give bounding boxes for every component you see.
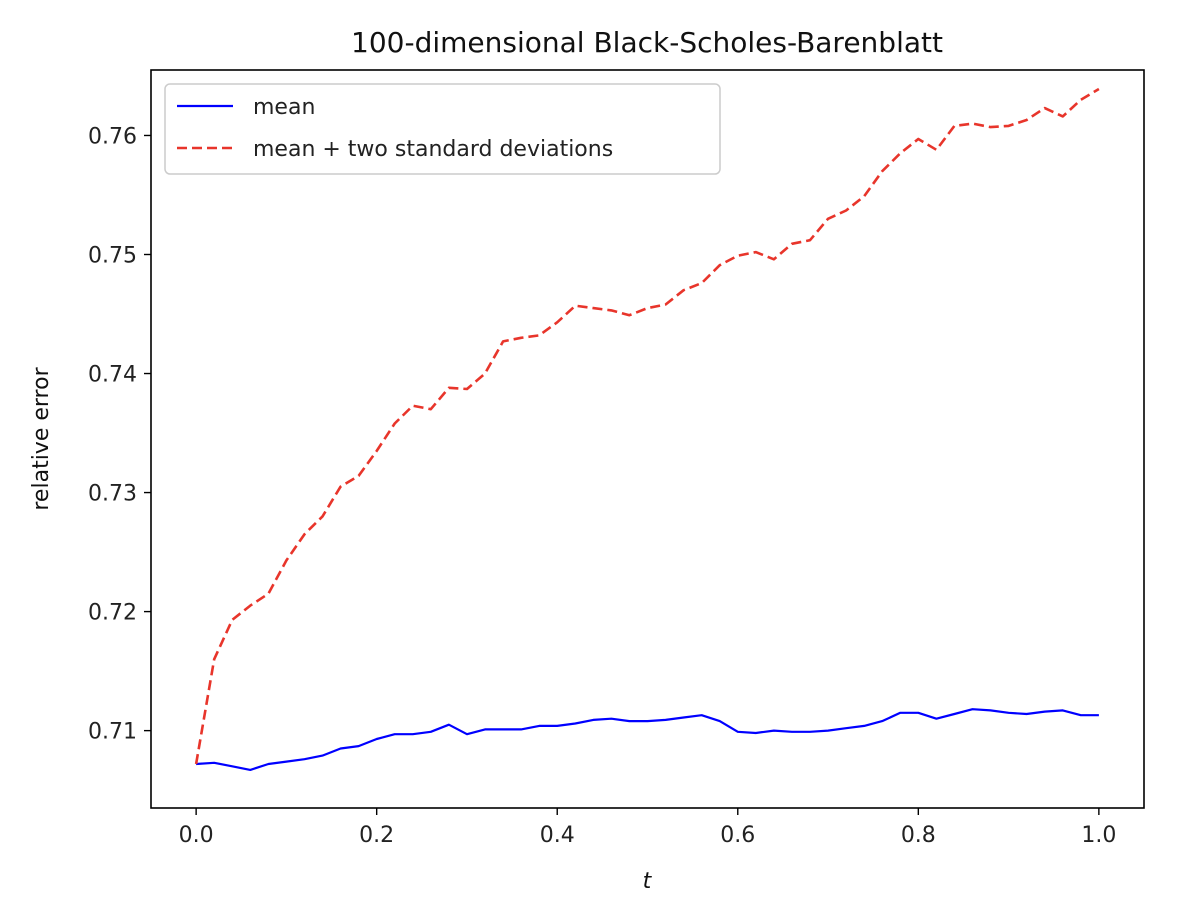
y-tick-label: 0.72 xyxy=(88,601,137,626)
x-tick-label: 0.0 xyxy=(179,823,214,848)
series-line-mean-plus-two-sd xyxy=(194,87,1100,765)
plot-area xyxy=(150,69,1145,809)
y-tick-label: 0.75 xyxy=(88,244,137,269)
x-tick-label: 0.4 xyxy=(540,823,575,848)
legend: mean mean + two standard deviations xyxy=(164,83,721,175)
x-tick-label: 0.8 xyxy=(901,823,936,848)
axes-frame xyxy=(150,69,1145,809)
y-axis: 0.71 0.72 0.73 0.74 0.75 0.76 xyxy=(88,124,151,745)
chart-title: 100-dimensional Black-Scholes-Barenblatt xyxy=(351,26,943,59)
x-tick-label: 0.2 xyxy=(359,823,394,848)
series-line-mean xyxy=(196,708,1099,772)
x-tick-label: 1.0 xyxy=(1081,823,1116,848)
x-axis-label: t xyxy=(643,869,653,894)
y-axis-label: relative error xyxy=(29,366,54,510)
legend-label-mean-plus-two-sd: mean + two standard deviations xyxy=(253,137,613,162)
y-tick-label: 0.73 xyxy=(88,482,137,507)
series-layer xyxy=(194,87,1100,772)
y-tick-label: 0.74 xyxy=(88,363,137,388)
y-tick-label: 0.76 xyxy=(88,124,137,149)
y-tick-label: 0.71 xyxy=(88,720,137,745)
legend-label-mean: mean xyxy=(253,95,315,120)
x-axis: 0.0 0.2 0.4 0.6 0.8 1.0 xyxy=(179,808,1116,848)
x-tick-label: 0.6 xyxy=(720,823,755,848)
legend-box xyxy=(164,83,721,175)
